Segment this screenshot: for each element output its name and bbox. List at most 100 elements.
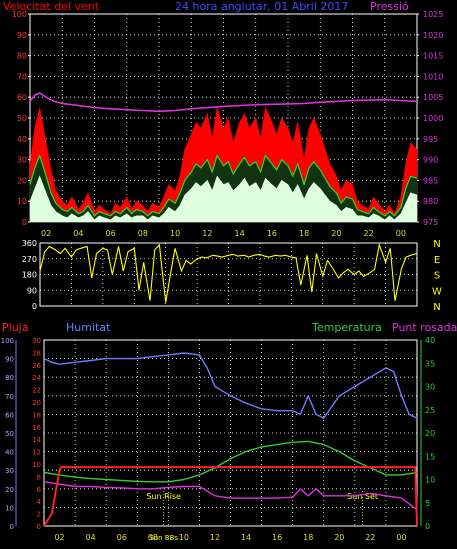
x-tick-label: 18 <box>299 229 309 238</box>
y2-tick-label: 980 <box>423 197 438 206</box>
humidity-label: Humitat <box>66 321 111 334</box>
humidity-tick-label: 50 <box>5 430 14 438</box>
compass-tick-label: E <box>434 255 440 266</box>
y2-tick-label: 1020 <box>423 31 443 40</box>
humidity-tick-label: 70 <box>5 393 14 401</box>
rain-tick-label: 12 <box>32 449 41 457</box>
rain-tick-label: 16 <box>32 424 41 432</box>
y-tick-label: 50 <box>17 114 27 123</box>
humidity-tick-label: 20 <box>5 486 14 494</box>
x-tick-label: 04 <box>73 229 83 238</box>
temperature-tick-label: 25 <box>425 406 435 415</box>
series-temperature <box>43 440 418 483</box>
y-tick-label: 30 <box>17 156 27 165</box>
compass-tick-label: N <box>433 302 440 313</box>
temperature-label: Temperatura <box>311 321 382 334</box>
y-tick-label: 60 <box>17 93 27 102</box>
rain-tick-label: 30 <box>32 337 41 345</box>
rain-tick-label: 20 <box>32 399 41 407</box>
rain-tick-label: 10 <box>32 461 41 469</box>
x-tick-label: 10 <box>170 229 180 238</box>
series-rain <box>43 466 418 527</box>
y2-tick-label: 1000 <box>423 114 443 123</box>
humidity-tick-label: 10 <box>5 504 14 512</box>
temperature-tick-label: 10 <box>425 476 435 485</box>
x-tick-label: 08 <box>138 229 148 238</box>
x-tick-label: 12 <box>202 229 212 238</box>
x-tick-label: 08 <box>148 533 158 542</box>
x-tick-label: 12 <box>210 533 220 542</box>
sun-marker-label: Sun BBs <box>149 534 178 542</box>
rain-tick-label: 8 <box>37 473 41 481</box>
x-tick-label: 20 <box>334 533 344 542</box>
y-tick-label: 180 <box>22 271 37 280</box>
temperature-tick-label: 20 <box>425 429 435 438</box>
y-tick-label: 0 <box>22 218 27 227</box>
x-tick-label: 02 <box>41 229 51 238</box>
x-tick-label: 16 <box>272 533 282 542</box>
humidity-tick-label: 40 <box>5 449 14 457</box>
humidity-tick-label: 30 <box>5 467 14 475</box>
y-tick-label: 10 <box>17 197 27 206</box>
rain-tick-label: 14 <box>32 436 41 444</box>
chart-layer: 0102030405060708090100975980985990995100… <box>1 10 444 542</box>
y-tick-label: 90 <box>17 31 27 40</box>
y2-tick-label: 1005 <box>423 93 443 102</box>
rain-tick-label: 2 <box>37 511 41 519</box>
rain-tick-label: 28 <box>32 349 41 357</box>
compass-tick-label: N <box>433 239 440 250</box>
sun-marker-label: Sun Rise <box>146 492 181 501</box>
rain-tick-label: 22 <box>32 387 41 395</box>
y-tick-label: 0 <box>32 302 37 311</box>
x-tick-label: 00 <box>396 533 406 542</box>
y2-tick-label: 985 <box>423 176 438 185</box>
x-tick-label: 22 <box>364 229 374 238</box>
pressure-label: Pressió <box>370 0 409 13</box>
y-tick-label: 80 <box>17 52 27 61</box>
rain-tick-label: 4 <box>37 498 42 506</box>
compass-tick-label: S <box>434 271 440 282</box>
rain-tick-label: 24 <box>32 374 41 382</box>
rain-label: Pluja <box>2 321 28 334</box>
y-tick-label: 270 <box>22 255 37 264</box>
series-wind-direction <box>39 242 418 303</box>
y-tick-label: 70 <box>17 72 27 81</box>
compass-tick-label: W <box>432 286 442 297</box>
y2-tick-label: 1025 <box>423 10 443 19</box>
x-tick-label: 02 <box>54 533 64 542</box>
x-tick-label: 14 <box>235 229 245 238</box>
y-tick-label: 100 <box>12 10 27 19</box>
series-humidity <box>43 352 418 419</box>
humidity-tick-label: 0 <box>10 523 14 531</box>
x-tick-label: 06 <box>106 229 116 238</box>
temperature-tick-label: 30 <box>425 383 435 392</box>
x-tick-label: 20 <box>331 229 341 238</box>
x-tick-label: 00 <box>396 229 406 238</box>
temperature-tick-label: 35 <box>425 359 435 368</box>
rain-tick-label: 18 <box>32 411 41 419</box>
y-tick-label: 360 <box>22 239 37 248</box>
y-tick-label: 90 <box>27 286 37 295</box>
x-tick-label: 22 <box>365 533 375 542</box>
x-tick-label: 06 <box>117 533 127 542</box>
rain-tick-label: 26 <box>32 362 41 370</box>
series-wind-min <box>29 175 418 223</box>
x-tick-label: 10 <box>179 533 189 542</box>
sun-marker-label: Sun Set <box>347 492 378 501</box>
series-wind-avg <box>29 154 418 217</box>
y2-tick-label: 995 <box>423 135 438 144</box>
humidity-tick-label: 80 <box>5 374 14 382</box>
wind-speed-label: Velocitat del vent <box>3 0 100 13</box>
temperature-tick-label: 5 <box>425 499 430 508</box>
x-tick-label: 14 <box>241 533 251 542</box>
chart-title: 24 hora anglutar, 01 Abril 2017 <box>175 0 348 13</box>
temperature-tick-label: 40 <box>425 336 435 345</box>
temperature-tick-label: 0 <box>425 522 430 531</box>
y2-tick-label: 1010 <box>423 72 443 81</box>
temperature-tick-label: 15 <box>425 452 435 461</box>
series-pressure <box>29 92 418 113</box>
humidity-tick-label: 60 <box>5 411 14 419</box>
humidity-tick-label: 100 <box>1 337 14 345</box>
